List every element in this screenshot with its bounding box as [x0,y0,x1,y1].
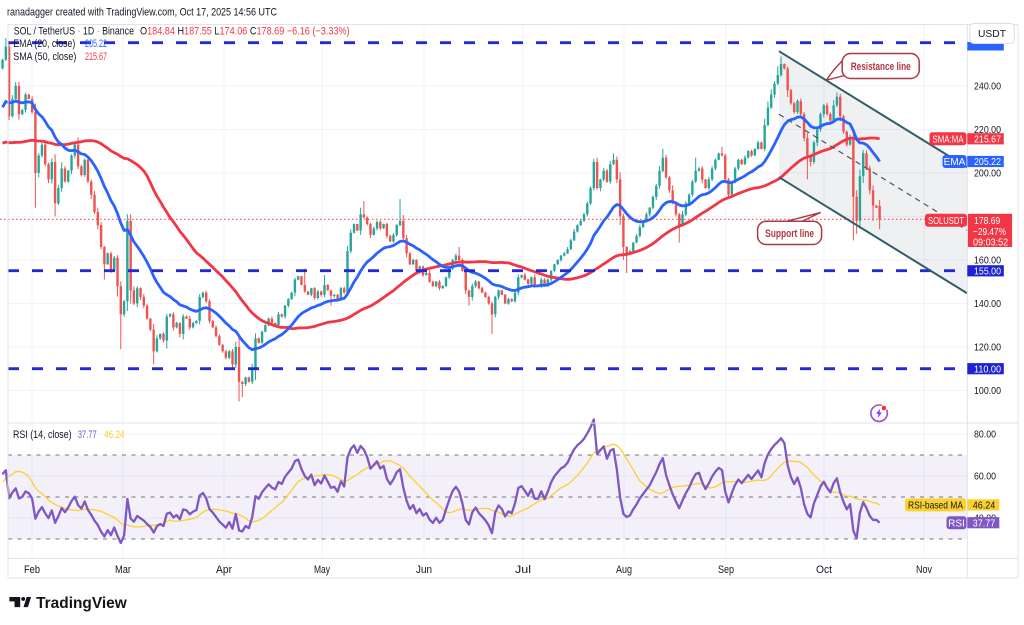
svg-text:−29.47%: −29.47% [973,226,1006,238]
svg-text:Jul: Jul [515,564,531,576]
svg-text:Aug: Aug [616,564,632,576]
svg-text:Mar: Mar [115,564,131,576]
svg-text:220.00: 220.00 [974,124,1001,136]
svg-text:09:03:52: 09:03:52 [973,237,1008,249]
svg-text:RSI: RSI [948,518,965,529]
svg-text:Oct: Oct [816,564,832,576]
svg-text:100.00: 100.00 [974,385,1001,397]
svg-text:110.00: 110.00 [974,363,1001,375]
svg-text:EMA (20, close)205.22: EMA (20, close) 205.22 [13,38,107,50]
svg-text:EMA: EMA [944,157,966,168]
svg-text:Nov: Nov [916,564,932,576]
svg-text:155.00: 155.00 [974,266,1001,278]
svg-text:Apr: Apr [216,564,232,576]
svg-text:60.00: 60.00 [974,471,996,483]
svg-text:240.00: 240.00 [974,81,1001,93]
svg-text:37.77: 37.77 [973,517,996,529]
svg-text:SOL / TetherUS · 1D · Binance: SOL / TetherUS · 1D · Binance [14,26,134,38]
svg-text:Sep: Sep [718,564,734,576]
svg-text:SMA:MA: SMA:MA [933,134,964,145]
svg-text:ranadagger created with Tradin: ranadagger created with TradingView.com,… [7,7,277,19]
svg-text:TradingView: TradingView [36,595,128,612]
svg-text:160.00: 160.00 [974,255,1001,267]
svg-text:46.24: 46.24 [973,500,996,512]
svg-text:SMA (50, close)215.67: SMA (50, close) 215.67 [13,51,107,63]
svg-text:205.22: 205.22 [974,156,1001,168]
svg-text:120.00: 120.00 [974,342,1001,354]
svg-text:O184.84 H187.55 L174.06 C178.6: O184.84 H187.55 L174.06 C178.69 −6.16 (−… [140,26,350,38]
svg-text:200.00: 200.00 [974,168,1001,180]
svg-text:140.00: 140.00 [974,298,1001,310]
svg-text:215.67: 215.67 [974,134,1001,146]
svg-text:178.69: 178.69 [974,215,1000,227]
svg-text:SOLUSDT: SOLUSDT [928,216,964,227]
svg-text:Jun: Jun [416,564,432,576]
svg-text:Resistance line: Resistance line [851,61,911,73]
svg-text:May: May [314,564,330,576]
svg-text:Feb: Feb [24,564,40,576]
svg-text:RSI-based MA: RSI-based MA [908,501,963,512]
svg-text:Support line: Support line [765,228,814,240]
svg-text:USDT: USDT [978,28,1007,40]
svg-text:80.00: 80.00 [974,429,996,441]
